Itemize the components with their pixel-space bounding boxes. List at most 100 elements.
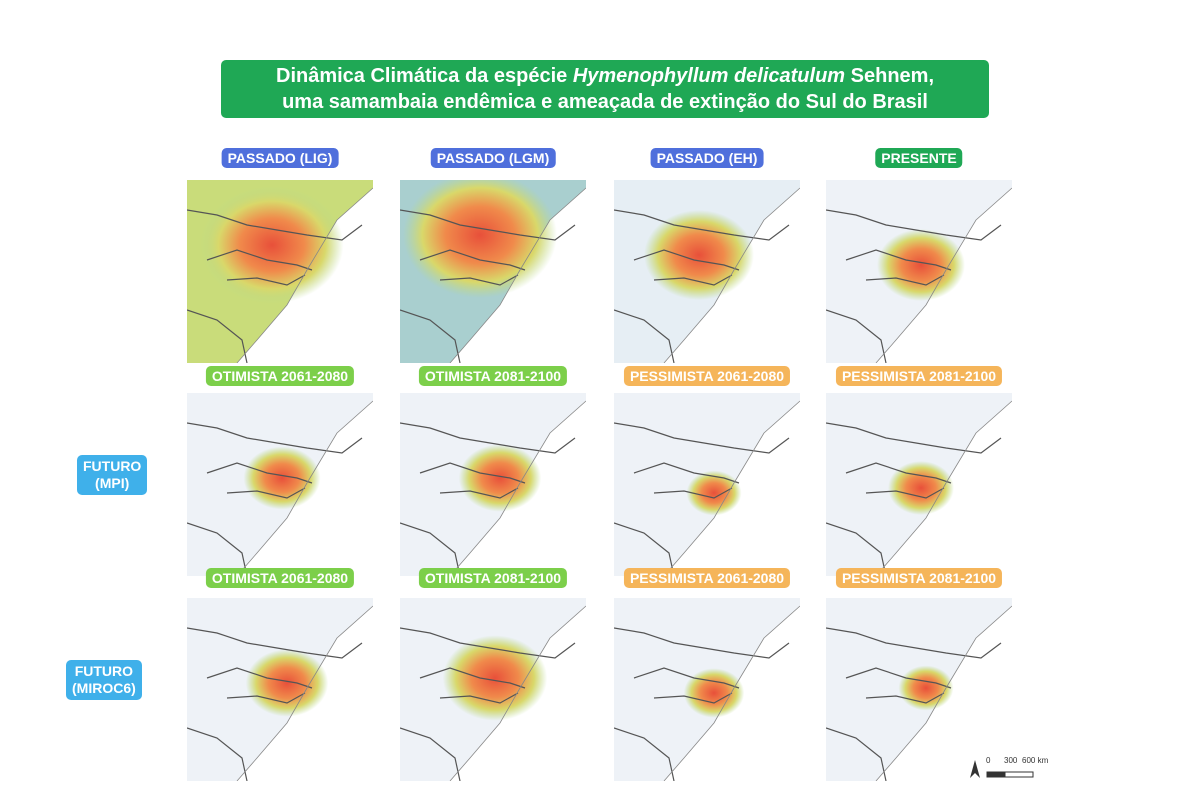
panel-label: PESSIMISTA 2081-2100 xyxy=(835,366,1003,386)
border xyxy=(419,249,526,271)
border xyxy=(419,667,526,689)
coastline xyxy=(875,400,1012,576)
border xyxy=(187,209,363,241)
coastline xyxy=(663,605,800,781)
row-label-line: (MPI) xyxy=(95,475,130,491)
map-panel xyxy=(614,598,800,781)
border xyxy=(439,274,519,286)
coastline xyxy=(875,605,1012,781)
border xyxy=(614,727,675,781)
coastline xyxy=(449,400,586,576)
map-panel xyxy=(400,598,586,781)
border xyxy=(400,627,576,659)
border xyxy=(845,667,952,689)
border xyxy=(206,249,313,271)
border xyxy=(419,462,526,484)
coastline xyxy=(663,400,800,576)
border xyxy=(400,209,576,241)
map-panel xyxy=(826,393,1012,576)
map-panel xyxy=(614,180,800,363)
border xyxy=(226,487,306,499)
coastline xyxy=(236,400,373,576)
border xyxy=(187,627,363,659)
map-panel xyxy=(400,180,586,363)
map-panel xyxy=(187,180,373,363)
border xyxy=(187,522,248,576)
species-name: Hymenophyllum delicatulum xyxy=(572,65,846,87)
panel-label: PRESENTE xyxy=(875,148,963,168)
border xyxy=(826,522,887,576)
map-panel xyxy=(826,598,1012,781)
border xyxy=(400,522,461,576)
panel-label: OTIMISTA 2061-2080 xyxy=(205,366,355,386)
title-text: Dinâmica Climática da espécie xyxy=(276,65,573,87)
suitability-area xyxy=(243,446,321,510)
suitability-area xyxy=(245,649,329,717)
title-text: uma samambaia endêmica e ameaçada de ext… xyxy=(282,91,928,113)
border xyxy=(614,309,675,363)
scale-bar: 0 300 600 km xyxy=(970,756,1049,778)
title: Dinâmica Climática da espécie Hymenophyl… xyxy=(221,60,989,118)
scale-label: 300 xyxy=(1004,756,1018,765)
border xyxy=(226,274,306,286)
border xyxy=(845,462,952,484)
border xyxy=(187,309,248,363)
coastline xyxy=(663,187,800,363)
suitability-area xyxy=(200,186,344,304)
coastline xyxy=(236,187,373,363)
map-panel xyxy=(614,393,800,576)
suitability-area xyxy=(442,635,548,721)
border xyxy=(206,667,313,689)
border xyxy=(633,249,740,271)
panel-label: OTIMISTA 2081-2100 xyxy=(418,568,568,588)
panel-label: PASSADO (LGM) xyxy=(430,148,556,168)
row-label-line: FUTURO xyxy=(74,663,134,679)
coastline xyxy=(875,187,1012,363)
border xyxy=(614,209,790,241)
panel-label: PESSIMISTA 2081-2100 xyxy=(835,568,1003,588)
border xyxy=(826,422,1002,454)
coastline xyxy=(449,605,586,781)
title-text: Sehnem, xyxy=(845,65,934,87)
row-label: FUTURO (MIROC6) xyxy=(66,660,142,700)
suitability-area xyxy=(458,444,542,512)
suitability-area xyxy=(888,461,954,515)
border xyxy=(653,692,733,704)
border xyxy=(614,522,675,576)
suitability-area xyxy=(877,229,965,301)
border xyxy=(226,692,306,704)
scale-label: 600 km xyxy=(1022,756,1049,765)
border xyxy=(400,309,461,363)
map-panel xyxy=(400,393,586,576)
border xyxy=(206,462,313,484)
border xyxy=(633,462,740,484)
border xyxy=(865,487,945,499)
border xyxy=(400,422,576,454)
coastline xyxy=(236,605,373,781)
scale-label: 0 xyxy=(986,756,991,765)
row-label-line: FUTURO xyxy=(83,458,142,474)
map-panel xyxy=(187,598,373,781)
border xyxy=(400,727,461,781)
border xyxy=(826,309,887,363)
border xyxy=(614,627,790,659)
border xyxy=(826,727,887,781)
border xyxy=(614,422,790,454)
suitability-area xyxy=(686,470,742,516)
map-panel xyxy=(826,180,1012,363)
border xyxy=(187,727,248,781)
border xyxy=(187,422,363,454)
border xyxy=(653,487,733,499)
border xyxy=(865,692,945,704)
coastline xyxy=(449,187,586,363)
suitability-area xyxy=(644,210,754,300)
border xyxy=(653,274,733,286)
suitability-area xyxy=(898,665,954,711)
suitability-area xyxy=(403,180,557,298)
panel-label: PESSIMISTA 2061-2080 xyxy=(623,366,791,386)
row-label: FUTURO (MPI) xyxy=(77,455,148,495)
border xyxy=(439,487,519,499)
panel-label: OTIMISTA 2061-2080 xyxy=(205,568,355,588)
suitability-area xyxy=(683,668,745,718)
panel-label: PESSIMISTA 2061-2080 xyxy=(623,568,791,588)
